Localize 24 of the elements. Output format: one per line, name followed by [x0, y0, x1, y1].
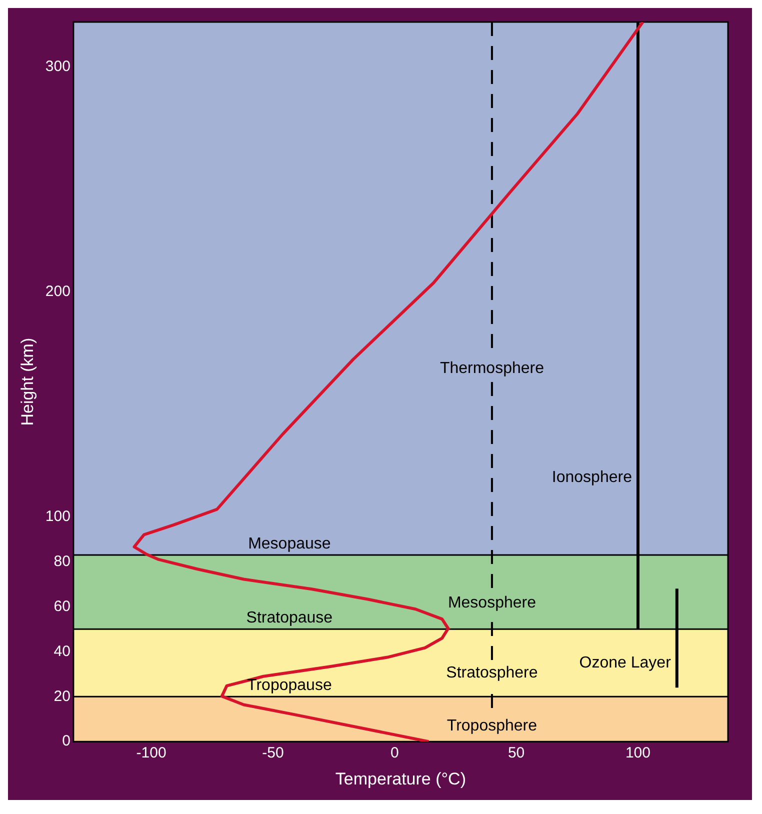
x-tick-label: 50: [508, 744, 525, 762]
series-label: Ionosphere: [552, 468, 632, 486]
series-label: Ozone Layer: [579, 654, 672, 672]
y-tick-label: 0: [62, 732, 70, 750]
x-tick-label: 100: [625, 744, 650, 762]
y-tick-label: 200: [45, 282, 70, 300]
y-tick-label: 100: [45, 508, 70, 525]
y-tick-label: 20: [54, 688, 70, 705]
band-label: Troposphere: [446, 717, 538, 734]
y-axis-title: Height (km): [18, 338, 37, 426]
y-tick-label: 80: [54, 552, 70, 570]
band-label: Stratosphere: [446, 664, 538, 682]
x-tick-label: -100: [136, 744, 166, 762]
ref-line-label: Stratopause: [246, 610, 333, 627]
ref-line-label: Tropopause: [247, 677, 332, 694]
ref-line-label: Mesopause: [248, 535, 331, 552]
y-tick-label: 40: [54, 642, 70, 660]
x-tick-label: -50: [262, 744, 284, 762]
band-label: Thermosphere: [440, 360, 544, 377]
y-tick-label: 300: [45, 58, 70, 76]
band-label: Mesosphere: [448, 594, 536, 612]
x-tick-label: 0: [390, 744, 399, 762]
x-axis-title: Temperature (°C): [335, 769, 466, 788]
y-tick-label: 60: [54, 598, 70, 615]
